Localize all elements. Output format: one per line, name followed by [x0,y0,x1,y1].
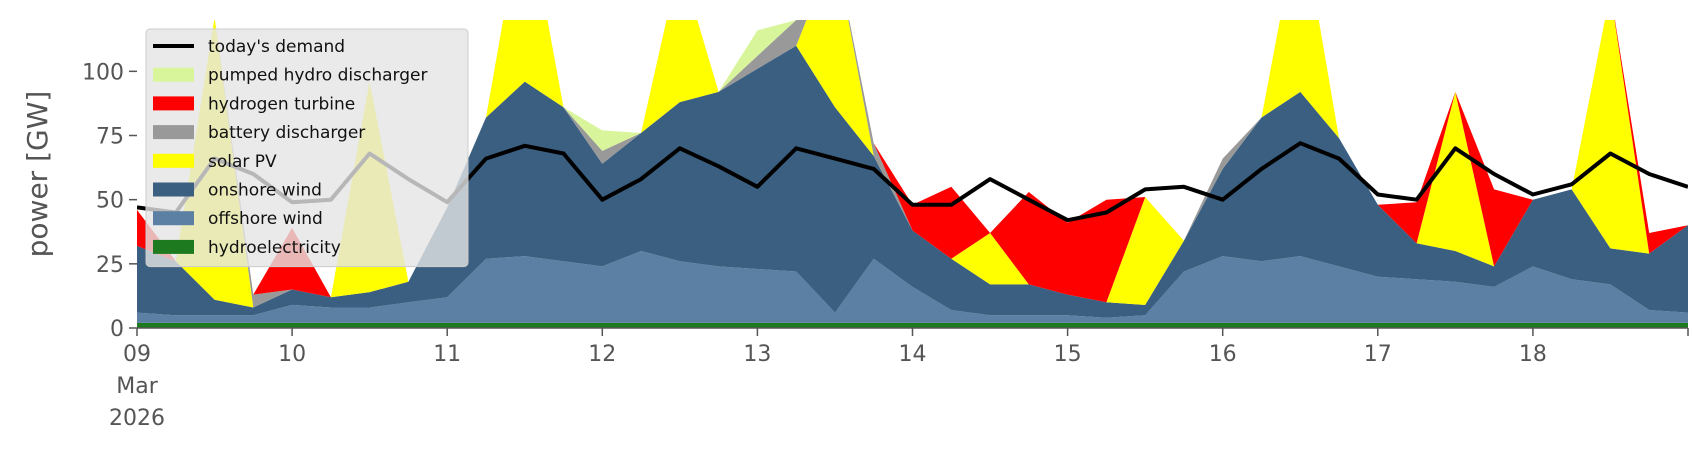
x-tick-label: 15 [1054,342,1082,367]
area-hydroelectricity [137,322,1688,328]
legend-swatch-pumped-hydro-discharger [153,67,194,82]
legend-label-hydroelectricity: hydroelectricity [208,238,341,258]
legend-swatch-offshore-wind [153,211,194,226]
x-tick-label: 17 [1364,342,1392,367]
x-tick-label: 10 [278,342,306,367]
y-tick-label: 75 [96,125,124,150]
x-tick-sublabel: 2026 [109,406,165,431]
legend-label-offshore-wind: offshore wind [208,209,323,229]
y-tick-label: 50 [96,189,124,214]
legend-swatch-hydrogen-turbine [153,96,194,111]
legend-swatch-hydroelectricity [153,239,194,254]
legend-swatch-solar-pv [153,153,194,168]
legend: today's demand pumped hydro discharger hyd… [145,28,469,268]
y-axis-label: power [GW] [21,91,54,258]
legend-swatch-onshore-wind [153,182,194,197]
x-tick-label: 11 [433,342,461,367]
legend-label-today-s-demand: today's demand [208,37,345,57]
legend-box [145,28,469,268]
x-tick-label: 13 [743,342,771,367]
legend-label-battery-discharger: battery discharger [208,123,365,143]
x-tick-label: 18 [1519,342,1547,367]
axes: 0 25 50 75 100 09 Mar 2026 10 11 12 13 14 15 16 17 18 [82,60,1689,431]
x-tick-label: 12 [588,342,616,367]
legend-label-pumped-hydro-discharger: pumped hydro discharger [208,66,427,86]
legend-swatch-battery-discharger [153,125,194,140]
area-onshore-wind [137,45,1688,318]
legend-label-onshore-wind: onshore wind [208,181,322,201]
y-tick-label: 0 [110,317,124,342]
y-tick-label: 100 [82,60,124,85]
area-offshore-wind [137,251,1688,323]
x-tick-label: 16 [1209,342,1237,367]
x-tick-label: 09 [123,342,151,367]
legend-label-hydrogen-turbine: hydrogen turbine [208,94,355,114]
area-hydrogen-turbine [137,20,1688,303]
legend-label-solar-pv: solar PV [208,152,277,172]
area-solar-pv [137,20,1688,308]
x-tick-label: 14 [899,342,927,367]
stacked-areas [137,20,1688,328]
y-tick-label: 25 [96,253,124,278]
x-tick-sublabel: Mar [116,374,158,399]
